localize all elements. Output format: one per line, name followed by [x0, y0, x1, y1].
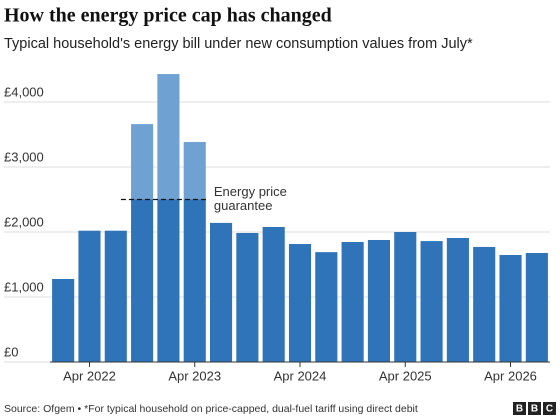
guarantee-bar — [157, 199, 180, 362]
annotation: Energy price — [214, 184, 287, 199]
x-tick-label: Apr 2023 — [168, 368, 221, 383]
source-note: Source: Ofgem • *For typical household o… — [4, 403, 418, 415]
bar — [420, 241, 443, 362]
y-tick-label: £2,000 — [4, 214, 44, 229]
y-tick-label: £1,000 — [4, 279, 44, 294]
bar — [262, 226, 285, 362]
logo-box — [528, 402, 541, 415]
bar — [367, 239, 390, 362]
bar — [394, 232, 417, 362]
cap-bar-above-guarantee — [157, 74, 180, 200]
cap-bar-above-guarantee — [131, 124, 154, 200]
logo-box — [543, 402, 556, 415]
x-tick-label: Apr 2022 — [63, 368, 116, 383]
guarantee-bar — [131, 199, 154, 362]
y-tick-label: £0 — [4, 344, 18, 359]
bar — [52, 278, 75, 362]
x-tick-label: Apr 2025 — [379, 368, 432, 383]
x-tick-label: Apr 2026 — [484, 368, 537, 383]
chart-title: How the energy price cap has changed — [4, 5, 332, 27]
y-tick-label: £4,000 — [4, 84, 44, 99]
logo-box — [513, 402, 526, 415]
bar — [236, 232, 259, 362]
bar — [315, 252, 338, 362]
logo-letter: C — [546, 404, 553, 415]
bar — [288, 244, 312, 362]
bar — [525, 252, 548, 362]
annotation: guarantee — [214, 198, 273, 213]
bar — [341, 242, 364, 362]
y-tick-label: £3,000 — [4, 149, 44, 164]
logo-letter: B — [531, 404, 538, 415]
cap-bar-above-guarantee — [183, 141, 206, 200]
bar — [499, 255, 522, 362]
bar — [446, 237, 469, 362]
guarantee-bar — [183, 199, 206, 362]
bar — [104, 230, 127, 362]
x-tick-label: Apr 2024 — [274, 368, 327, 383]
bar — [473, 246, 496, 362]
bar — [210, 222, 233, 362]
logo-letter: B — [516, 404, 523, 415]
chart-subtitle: Typical household's energy bill under ne… — [4, 36, 473, 52]
bar — [78, 230, 101, 362]
